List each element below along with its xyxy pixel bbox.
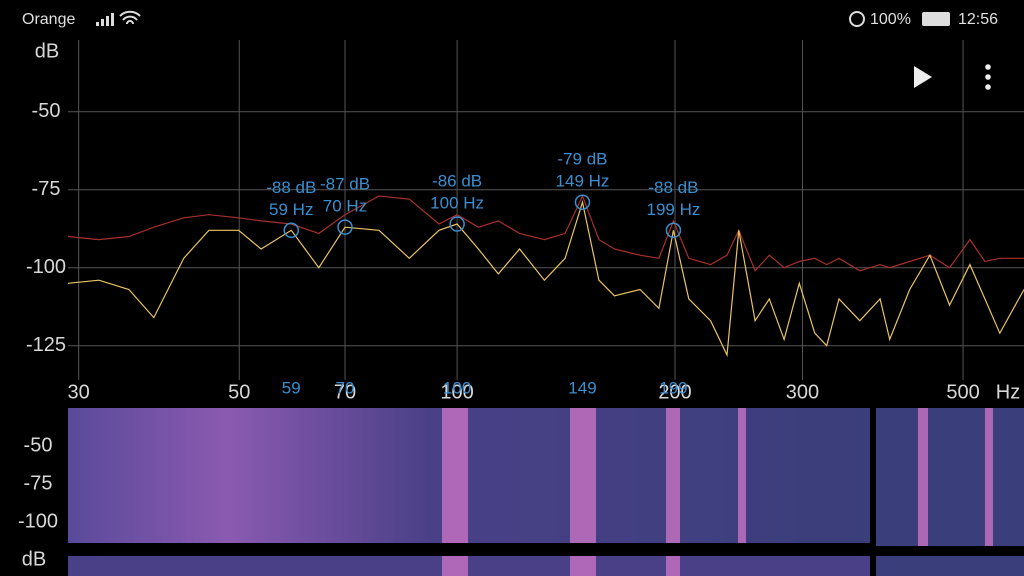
peak-marker [574, 194, 591, 210]
peak-freq-label: 70 Hz [323, 197, 367, 216]
peak-freq-label: 199 Hz [646, 200, 700, 219]
peak-axis-label: 199 [659, 378, 687, 397]
y-tick-label: -75 [32, 178, 61, 200]
peak-axis-label: 149 [568, 378, 596, 397]
peak-freq-label: 100 Hz [430, 194, 484, 213]
peak-marker [337, 219, 353, 235]
menu-button[interactable] [985, 64, 991, 90]
peak-axis-label: 70 [336, 378, 355, 397]
signal-icon [96, 13, 114, 26]
peak-marker [449, 216, 465, 232]
peak-db-label: -87 dB [320, 175, 370, 194]
x-tick-label: 300 [786, 381, 819, 403]
battery-icon [922, 12, 950, 26]
peak-freq-label: 59 Hz [269, 200, 313, 219]
x-tick-label: 70 [334, 381, 356, 403]
x-tick-label: 50 [228, 381, 250, 403]
x-tick-label: 30 [68, 381, 90, 403]
clock: 12:56 [958, 11, 998, 28]
x-tick-label: 200 [658, 381, 691, 403]
x-tick-label: 100 [440, 381, 473, 403]
battery-level: 100% [870, 11, 911, 28]
peak-db-label: -88 dB [648, 178, 698, 197]
peak-freq-label: 149 Hz [556, 172, 610, 191]
play-button[interactable] [914, 66, 932, 88]
peak-axis-label: 100 [443, 378, 471, 397]
peak-db-label: -79 dB [557, 150, 607, 169]
wifi-icon [119, 10, 141, 25]
peak-db-label: -86 dB [432, 172, 482, 191]
spectrogram-tick-label: -50 [24, 434, 53, 456]
spectrogram-unit: dB [22, 548, 46, 570]
spectrum-line [67, 194, 1024, 272]
y-tick-label: -125 [26, 334, 66, 356]
carrier: Orange [22, 11, 75, 28]
y-tick-label: -100 [26, 256, 66, 278]
spectrum-line [67, 199, 1024, 358]
peak-db-label: -88 dB [266, 178, 316, 197]
alarm-icon [849, 11, 865, 27]
spectrogram-tick-label: -100 [18, 510, 58, 532]
x-tick-label: 500 [946, 381, 979, 403]
spectrogram [68, 408, 1024, 576]
peak-axis-label: 59 [282, 378, 301, 397]
spectrogram-tick-label: -75 [24, 472, 53, 494]
y-axis-label: dB [35, 40, 59, 62]
peak-marker [665, 222, 682, 239]
peak-marker [283, 222, 300, 239]
x-axis-label: Hz [996, 381, 1020, 403]
y-tick-label: -50 [32, 100, 61, 122]
